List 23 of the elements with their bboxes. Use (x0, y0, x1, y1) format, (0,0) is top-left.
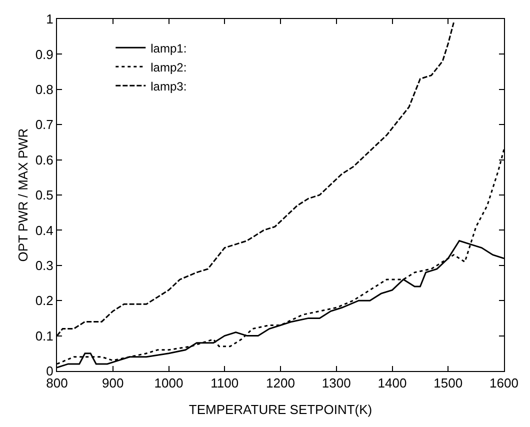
legend-label: lamp1: (150, 41, 187, 56)
y-tick-label: 0.7 (35, 117, 54, 132)
x-tick-label: 1200 (266, 376, 295, 391)
y-axis-title: OPT PWR / MAX PWR (15, 128, 30, 262)
y-tick-label: 0.5 (35, 188, 54, 203)
y-tick-label: 0.4 (35, 222, 54, 238)
x-tick-label: 1100 (210, 376, 239, 391)
y-tick-label: 0.2 (35, 293, 54, 308)
x-tick-label: 1000 (154, 376, 184, 391)
y-tick-label: 1 (46, 12, 54, 27)
y-tick-label: 0.1 (35, 328, 54, 344)
x-axis-title: TEMPERATURE SETPOINT(K) (188, 402, 372, 418)
legend-label: lamp3: (150, 79, 187, 94)
legend-label: lamp2: (150, 60, 187, 74)
x-tick-label: 1400 (378, 376, 407, 391)
x-tick-label: 1300 (322, 376, 351, 391)
y-tick-label: 0.3 (35, 258, 54, 273)
x-tick-label: 900 (102, 376, 124, 391)
x-tick-label: 1600 (490, 376, 518, 391)
y-tick-label: 0.8 (35, 82, 54, 97)
y-tick-label: 0.6 (35, 152, 54, 168)
y-tick-label: 0.9 (35, 46, 54, 62)
x-tick-label: 1500 (434, 376, 463, 391)
